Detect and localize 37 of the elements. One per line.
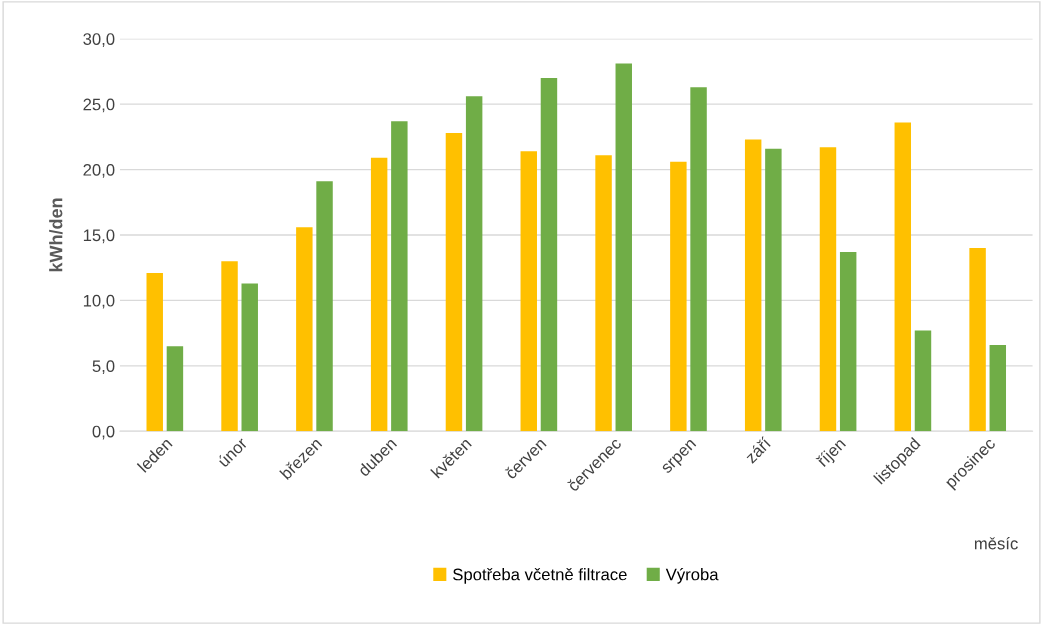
bar xyxy=(465,96,483,432)
bar xyxy=(391,121,408,432)
bar xyxy=(969,248,986,432)
bar xyxy=(520,151,537,432)
bar xyxy=(445,132,463,432)
x-tick-label: říjen xyxy=(815,436,849,470)
bar xyxy=(670,161,687,432)
bar xyxy=(540,78,558,432)
bar xyxy=(595,155,612,432)
bar xyxy=(370,157,388,432)
y-tick-label: 20,0 xyxy=(83,163,115,178)
bar xyxy=(615,63,632,432)
y-tick-label: 10,0 xyxy=(83,294,115,309)
bar xyxy=(744,139,762,432)
y-axis-title: kWh/den xyxy=(49,198,63,272)
x-tick-label: září xyxy=(743,436,772,464)
x-axis-title: měsíc xyxy=(974,537,1018,550)
bar xyxy=(765,148,782,432)
bar xyxy=(819,147,837,432)
bar xyxy=(894,122,912,432)
bar xyxy=(989,344,1007,432)
bar xyxy=(296,227,313,432)
y-tick-label: 25,0 xyxy=(83,98,115,113)
y-tick-label: 5,0 xyxy=(92,360,115,375)
y-tick-label: 15,0 xyxy=(83,229,115,244)
legend-label: Výroba xyxy=(665,567,719,584)
bar xyxy=(166,346,184,432)
bar xyxy=(690,87,707,432)
bar xyxy=(316,181,333,432)
legend-label: Spotřeba včetně filtrace xyxy=(453,568,627,584)
bar xyxy=(221,261,238,432)
y-tick-label: 0,0 xyxy=(92,425,115,440)
bar xyxy=(914,330,932,432)
bar xyxy=(241,283,258,432)
bar xyxy=(146,272,163,432)
y-tick-label: 30,0 xyxy=(83,33,115,47)
bar xyxy=(839,252,857,432)
